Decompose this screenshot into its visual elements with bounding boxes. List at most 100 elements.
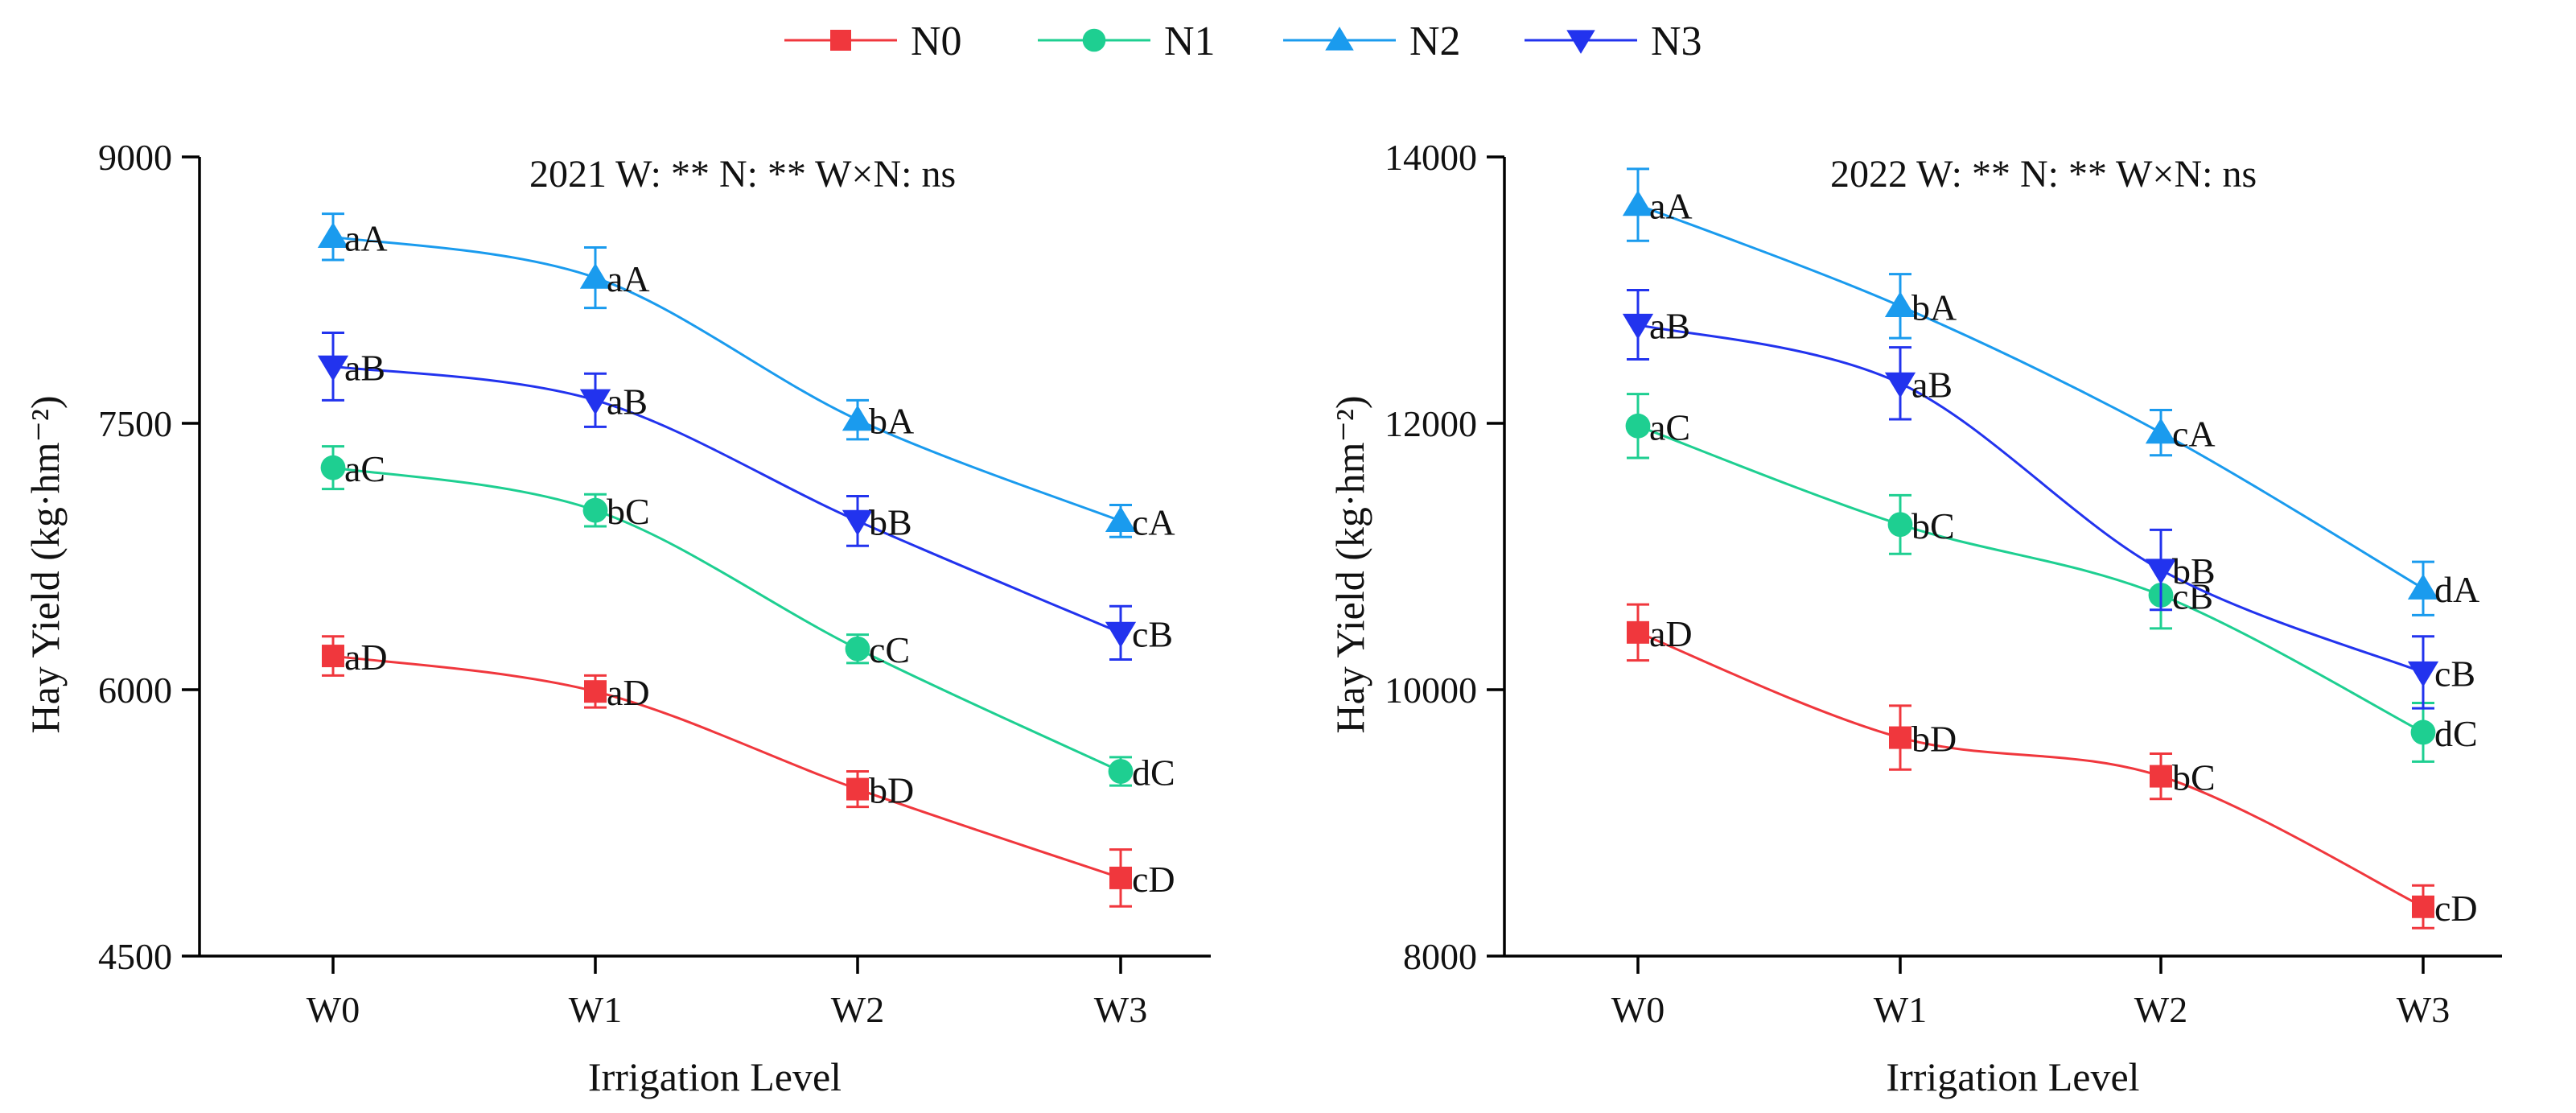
data-point: [320, 455, 346, 480]
legend-item-n0: N0: [784, 19, 962, 64]
legend-marker: [1325, 27, 1354, 51]
y-axis-title: Hay Yield (kg·hm⁻²): [23, 396, 68, 734]
legend-label: N1: [1164, 19, 1216, 64]
y-tick-label: 6000: [98, 670, 172, 711]
legend: N0 N1 N2 N3: [784, 19, 1702, 64]
data-label: aA: [344, 217, 388, 258]
chart-2021: 4500 6000 7500 9000 W0 W1 W2 W3 Irrigation Level…: [23, 137, 1211, 1099]
x-axis-title: Irrigation Level: [588, 1054, 842, 1099]
series-line: [1637, 424, 2424, 734]
data-point: [842, 509, 874, 536]
data-point: [1622, 190, 1654, 216]
y-tick-label: 8000: [1403, 936, 1477, 977]
data-label: aB: [607, 381, 648, 422]
data-label: aA: [607, 258, 650, 299]
data-label: cC: [869, 629, 910, 670]
data-label: bA: [1911, 286, 1957, 328]
data-label: aB: [1911, 364, 1953, 405]
legend-marker: [1082, 28, 1106, 52]
x-tick-label: W0: [307, 989, 360, 1030]
legend-marker: [830, 30, 851, 51]
data-label: aC: [344, 448, 385, 489]
data-point: [1105, 621, 1137, 648]
data-label: bD: [1911, 719, 1957, 760]
x-tick-label: W2: [831, 989, 884, 1030]
data-label: bC: [1911, 505, 1955, 546]
data-label: bB: [2172, 550, 2216, 592]
x-tick-label: W2: [2134, 989, 2187, 1030]
x-tick-label: W3: [1094, 989, 1147, 1030]
data-label: cB: [1132, 613, 1173, 654]
data-label: aB: [344, 347, 385, 388]
data-point: [1622, 313, 1654, 340]
data-point: [584, 680, 607, 703]
series-line: [332, 466, 1121, 773]
data-label: aD: [1649, 613, 1693, 654]
data-point: [579, 262, 611, 289]
x-tick-label: W3: [2397, 989, 2450, 1030]
data-point: [845, 636, 870, 662]
data-point: [1887, 512, 1913, 538]
series-line: [332, 654, 1121, 880]
x-tick-label: W0: [1611, 989, 1665, 1030]
y-tick-label: 9000: [98, 137, 172, 178]
data-point: [1889, 726, 1911, 749]
data-label: dC: [1132, 752, 1175, 794]
legend-label: N0: [911, 19, 962, 64]
y-axis-title: Hay Yield (kg·hm⁻²): [1327, 396, 1372, 734]
data-label: aB: [1649, 306, 1690, 347]
data-label: bA: [869, 401, 914, 442]
data-label: cD: [1132, 859, 1175, 900]
annotation: 2021 W: ** N: ** W×N: ns: [529, 153, 956, 196]
series-line: [332, 235, 1121, 522]
data-point: [1108, 759, 1134, 784]
series-n0: aD bD bC cD: [1627, 603, 2478, 930]
legend-label: N2: [1409, 19, 1461, 64]
chart-2022: 8000 10000 12000 14000 W0 W1 W2 W3 Irrigation Le…: [1327, 137, 2502, 1099]
data-point: [1625, 413, 1651, 439]
data-point: [1627, 620, 1649, 644]
data-label: cB: [2172, 575, 2213, 616]
data-point: [2145, 418, 2177, 444]
data-label: bD: [869, 770, 914, 811]
y-tick-label: 14000: [1385, 137, 1477, 178]
data-point: [2412, 895, 2434, 918]
series-n1: aC bC cC dC: [320, 445, 1175, 794]
data-point: [317, 222, 349, 248]
data-label: cB: [2434, 653, 2475, 694]
series-line: [1637, 204, 2424, 590]
data-point: [322, 645, 344, 668]
data-point: [2145, 559, 2177, 585]
series-line: [1637, 631, 2424, 909]
data-label: cA: [2172, 414, 2216, 455]
data-point: [2407, 574, 2439, 600]
data-label: bC: [2172, 757, 2216, 798]
y-tick-label: 10000: [1385, 670, 1477, 711]
data-point: [1105, 506, 1137, 533]
data-label: aD: [344, 637, 388, 678]
series-n3: aB aB bB cB: [317, 331, 1173, 661]
data-point: [1109, 866, 1132, 889]
data-point: [842, 405, 874, 431]
data-label: cA: [1132, 501, 1175, 542]
annotation: 2022 W: ** N: ** W×N: ns: [1830, 153, 2257, 196]
series-n0: aD aD bD cD: [322, 635, 1175, 908]
axes: 8000 10000 12000 14000 W0 W1 W2 W3: [1385, 137, 2502, 1030]
x-tick-label: W1: [1874, 989, 1927, 1030]
data-point: [2407, 661, 2439, 687]
data-label: cD: [2434, 888, 2478, 929]
x-tick-label: W1: [569, 989, 622, 1030]
data-point: [317, 355, 349, 381]
series-line: [332, 365, 1121, 634]
data-label: bB: [869, 501, 912, 542]
data-point: [1884, 372, 1916, 398]
series-line: [1637, 324, 2424, 674]
legend-item-n1: N1: [1038, 19, 1216, 64]
legend-marker: [1566, 30, 1595, 54]
data-point: [582, 497, 608, 523]
legend-item-n3: N3: [1525, 19, 1702, 64]
data-label: dA: [2434, 569, 2479, 610]
y-tick-label: 4500: [98, 936, 172, 977]
